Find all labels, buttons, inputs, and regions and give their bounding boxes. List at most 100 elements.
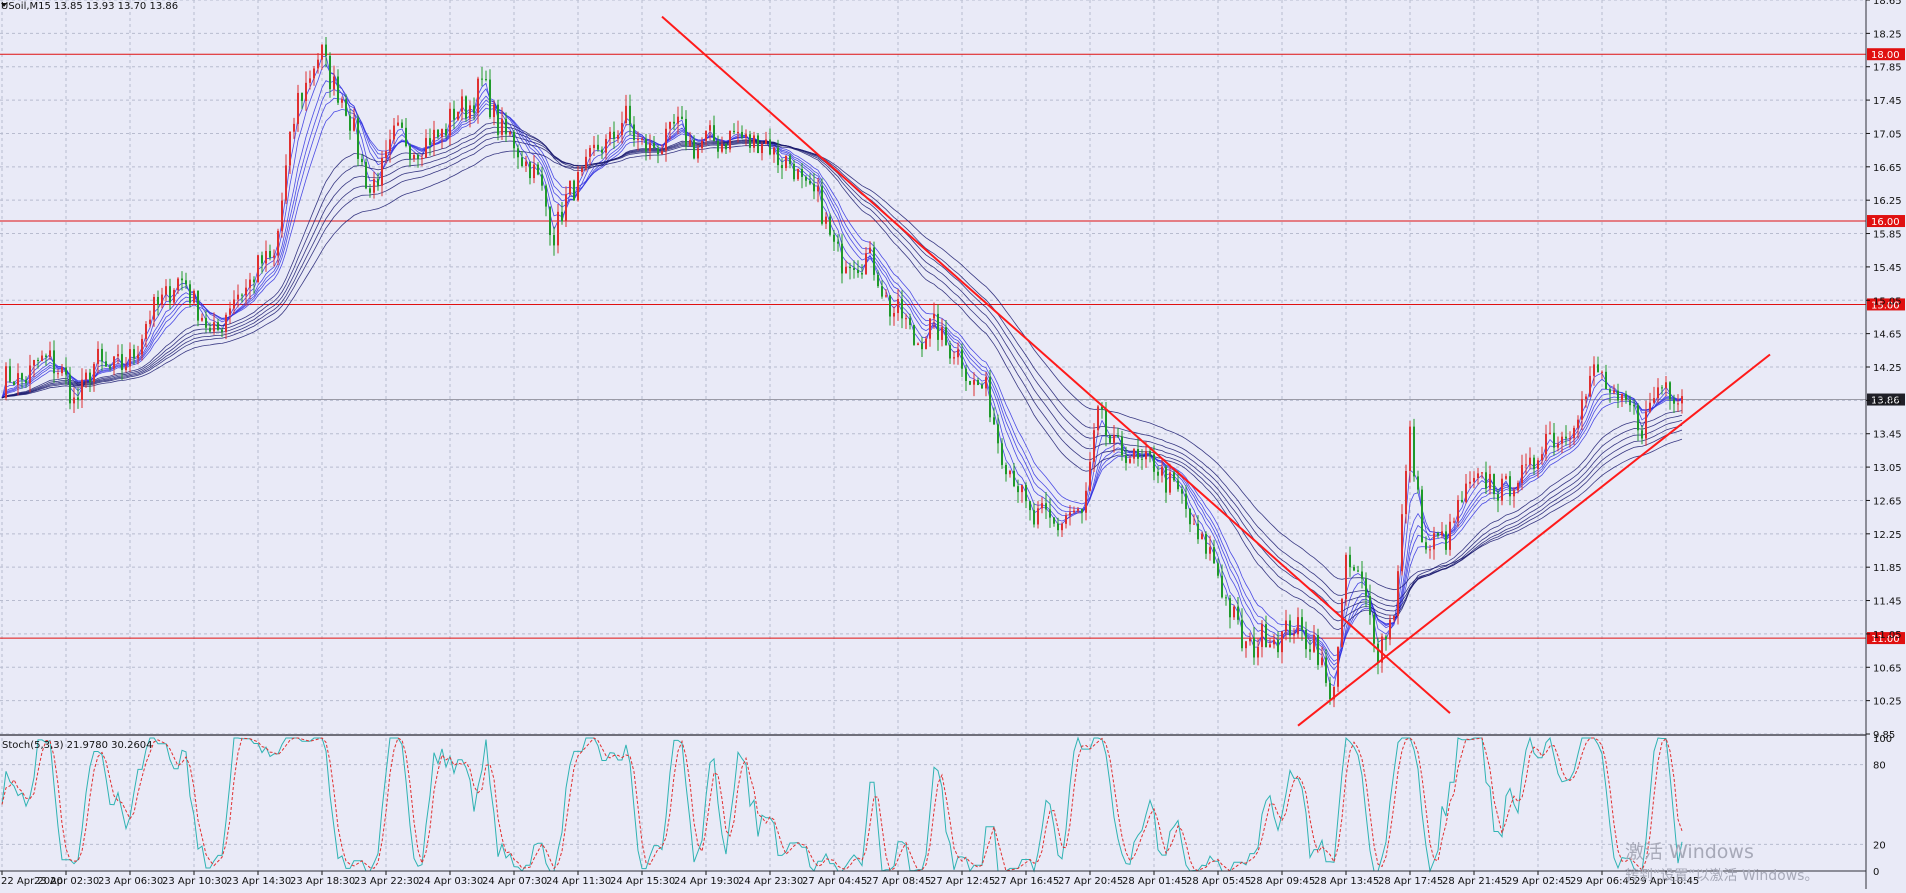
trendline[interactable] bbox=[661, 15, 1451, 714]
candle-body bbox=[513, 132, 515, 149]
candle-body bbox=[569, 180, 571, 195]
candle-body bbox=[141, 338, 143, 355]
price-tick-label: 13.05 bbox=[1873, 463, 1902, 474]
price-tick-label: 13.85 bbox=[1873, 396, 1902, 407]
candle-body bbox=[801, 168, 803, 177]
candle-body bbox=[1325, 657, 1327, 683]
candle-body bbox=[1297, 617, 1299, 635]
candle-body bbox=[457, 111, 459, 120]
candle-body bbox=[877, 274, 879, 287]
candle-body bbox=[1249, 637, 1251, 642]
price-axis: 18.65 18.25 17.85 17.45 17.05 16.65 16.25 15.85… bbox=[1866, 0, 1902, 741]
candle-body bbox=[1529, 457, 1531, 465]
candle-body bbox=[305, 82, 307, 102]
candle-body bbox=[993, 417, 995, 425]
candle-body bbox=[1681, 396, 1683, 404]
pane-separator[interactable] bbox=[0, 734, 1866, 736]
candle-body bbox=[257, 255, 259, 283]
candle-body bbox=[209, 327, 211, 332]
candle-body bbox=[613, 131, 615, 139]
candle-body bbox=[301, 92, 303, 102]
candle-body bbox=[1077, 509, 1079, 511]
candle-body bbox=[981, 385, 983, 389]
candle-body bbox=[245, 287, 247, 296]
candle-body bbox=[617, 134, 619, 139]
price-tick-label: 15.05 bbox=[1873, 296, 1902, 307]
candle-body bbox=[485, 79, 487, 81]
candle-body bbox=[361, 158, 363, 163]
trendlines[interactable] bbox=[661, 15, 1771, 727]
candle-body bbox=[697, 148, 699, 159]
candle-body bbox=[937, 313, 939, 340]
candle-body bbox=[749, 134, 751, 148]
candle-body bbox=[5, 366, 7, 398]
candle-body bbox=[1373, 614, 1375, 644]
candle-body bbox=[1073, 510, 1075, 513]
candle-body bbox=[1569, 438, 1571, 440]
candle-body bbox=[353, 118, 355, 131]
candle-body bbox=[1493, 474, 1495, 495]
candle-body bbox=[933, 313, 935, 319]
candle-body bbox=[609, 131, 611, 139]
candle-body bbox=[381, 157, 383, 186]
candle-body bbox=[497, 104, 499, 135]
candle-body bbox=[889, 295, 891, 317]
candle-body bbox=[241, 294, 243, 296]
candle-body bbox=[1289, 620, 1291, 636]
candle-body bbox=[1525, 464, 1527, 466]
candle-body bbox=[721, 144, 723, 152]
candle-body bbox=[65, 367, 67, 375]
candle-body bbox=[1241, 619, 1243, 649]
candle-body bbox=[581, 168, 583, 173]
candle-body bbox=[945, 327, 947, 346]
time-tick-label: 29 Apr 02:45 bbox=[1506, 876, 1571, 887]
price-tick-label: 10.65 bbox=[1873, 663, 1902, 674]
candle-body bbox=[549, 206, 551, 236]
candle-body bbox=[285, 165, 287, 201]
candle-body bbox=[1193, 523, 1195, 525]
candle-body bbox=[1385, 636, 1387, 640]
candle-body bbox=[53, 350, 55, 374]
candle-body bbox=[29, 365, 31, 384]
ma-line bbox=[1, 140, 1683, 602]
candle-body bbox=[521, 157, 523, 167]
candle-body bbox=[1561, 436, 1563, 444]
trendline[interactable] bbox=[1297, 353, 1771, 727]
candle-body bbox=[1645, 411, 1647, 439]
candle-body bbox=[61, 367, 63, 374]
candle-body bbox=[1013, 470, 1015, 487]
candle-body bbox=[1497, 494, 1499, 501]
candle-body bbox=[797, 168, 799, 180]
price-tick-label: 12.25 bbox=[1873, 530, 1902, 541]
candle-body bbox=[1441, 531, 1443, 536]
candle-body bbox=[465, 96, 467, 119]
candle-body bbox=[1417, 476, 1419, 490]
candle-body bbox=[1425, 542, 1427, 550]
candle-body bbox=[481, 78, 483, 80]
candle-body bbox=[1069, 512, 1071, 516]
candle-body bbox=[221, 329, 223, 332]
candle-body bbox=[597, 144, 599, 150]
price-tick-label: 17.05 bbox=[1873, 129, 1902, 140]
candle-body bbox=[929, 318, 931, 339]
caret-down-icon[interactable] bbox=[1, 3, 7, 7]
time-tick-label: 23 Apr 06:30 bbox=[98, 876, 163, 887]
candle-body bbox=[1305, 629, 1307, 650]
time-tick-label: 28 Apr 13:45 bbox=[1314, 876, 1379, 887]
candle-body bbox=[1573, 427, 1575, 439]
candle-body bbox=[181, 278, 183, 281]
candle-body bbox=[1217, 563, 1219, 576]
candle-body bbox=[469, 105, 471, 119]
candle-body bbox=[873, 247, 875, 275]
candle-body bbox=[585, 156, 587, 169]
candle-body bbox=[861, 273, 863, 275]
horizontal-levels[interactable]: 18.00 16.00 15.00 11.00 13.86 bbox=[0, 48, 1905, 645]
candle-body bbox=[661, 150, 663, 155]
candle-body bbox=[1345, 554, 1347, 600]
candle-body bbox=[1597, 364, 1599, 373]
candle-body bbox=[1181, 489, 1183, 494]
candle-body bbox=[1057, 523, 1059, 531]
candle-body bbox=[545, 185, 547, 207]
candle-body bbox=[913, 324, 915, 345]
